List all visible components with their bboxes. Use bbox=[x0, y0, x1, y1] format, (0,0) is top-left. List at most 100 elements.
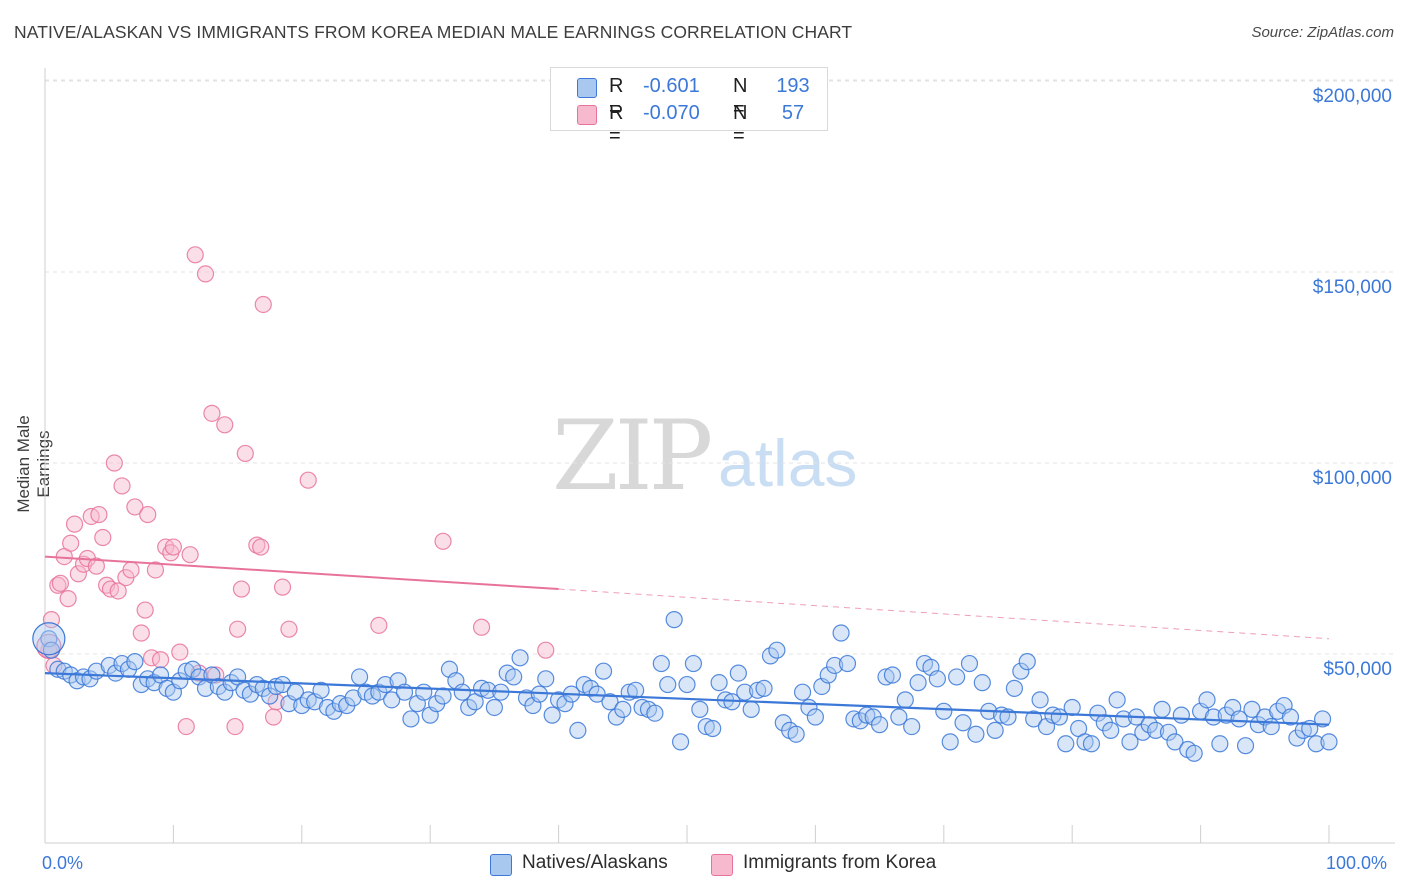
korea-point bbox=[105, 454, 123, 472]
natives-point bbox=[1121, 733, 1139, 751]
natives-point bbox=[1262, 717, 1280, 736]
natives-point bbox=[659, 675, 677, 694]
natives-point bbox=[793, 683, 812, 701]
natives-point bbox=[845, 710, 863, 728]
legend-n-value: 57 bbox=[781, 102, 805, 124]
natives-point bbox=[472, 679, 491, 697]
natives-point bbox=[1102, 721, 1120, 740]
natives-point bbox=[505, 668, 523, 686]
natives-point bbox=[1153, 700, 1171, 718]
y-tick-label: $100,000 bbox=[1312, 468, 1392, 489]
natives-point bbox=[967, 725, 985, 743]
natives-point bbox=[941, 733, 959, 751]
natives-point bbox=[697, 717, 715, 736]
natives-point bbox=[261, 687, 279, 705]
natives-point bbox=[601, 693, 619, 711]
natives-point bbox=[986, 721, 1004, 740]
natives-point bbox=[216, 683, 234, 701]
natives-point bbox=[742, 700, 760, 718]
natives-point bbox=[704, 719, 722, 738]
korea-point bbox=[203, 404, 221, 422]
natives-point bbox=[1159, 723, 1178, 741]
natives-point bbox=[646, 704, 664, 722]
bottom-legend-swatch-pink bbox=[711, 854, 733, 876]
axes bbox=[44, 68, 1395, 844]
korea-point bbox=[254, 295, 272, 314]
natives-point bbox=[973, 674, 991, 692]
natives-point bbox=[1172, 706, 1190, 724]
natives-point bbox=[556, 695, 574, 713]
korea-point bbox=[232, 580, 251, 598]
legend-n-label: N = bbox=[733, 102, 748, 147]
natives-point bbox=[293, 696, 311, 715]
korea-point bbox=[370, 616, 388, 634]
natives-point bbox=[787, 725, 805, 743]
x-tick-label-max: 100.0% bbox=[1326, 853, 1388, 873]
natives-point bbox=[485, 698, 503, 717]
natives-point bbox=[729, 664, 747, 682]
natives-point bbox=[806, 708, 825, 726]
natives-point-large bbox=[32, 622, 66, 656]
correlation-legend: R = -0.601 N = 193 R = -0.070 N = 57 bbox=[550, 67, 828, 147]
korea-point bbox=[90, 505, 108, 524]
korea-point bbox=[109, 582, 127, 600]
y-tick-label: $150,000 bbox=[1312, 277, 1392, 298]
natives-point bbox=[832, 624, 850, 642]
natives-point bbox=[415, 683, 433, 701]
natives-point bbox=[903, 717, 921, 736]
korea-point bbox=[164, 538, 182, 556]
trend-lines bbox=[44, 555, 1330, 726]
natives-point bbox=[1320, 733, 1338, 751]
watermark-zip: ZIP bbox=[552, 400, 713, 512]
natives-point bbox=[948, 668, 966, 686]
natives-point bbox=[1198, 691, 1216, 709]
natives-point bbox=[960, 654, 979, 673]
natives-point bbox=[755, 679, 773, 697]
korea-point bbox=[252, 538, 270, 556]
natives-point bbox=[582, 679, 600, 697]
korea-point bbox=[69, 565, 87, 583]
korea-point bbox=[181, 546, 199, 564]
korea-point bbox=[226, 717, 244, 736]
natives-point bbox=[671, 733, 690, 751]
natives-point bbox=[870, 716, 889, 734]
legend-r-value: -0.070 bbox=[643, 102, 700, 124]
korea-point bbox=[146, 561, 165, 579]
korea-point bbox=[229, 620, 247, 638]
bottom-legend-swatch-blue bbox=[490, 854, 512, 876]
natives-point bbox=[691, 700, 709, 718]
natives-point bbox=[222, 674, 240, 692]
natives-point bbox=[1294, 721, 1312, 740]
korea-point bbox=[139, 505, 157, 524]
korea-point bbox=[216, 416, 234, 434]
natives-point bbox=[1230, 710, 1248, 728]
natives-point bbox=[896, 691, 914, 709]
y-tick-label: $200,000 bbox=[1312, 86, 1392, 107]
legend-swatch-blue bbox=[577, 78, 597, 98]
legend-n-label: N = bbox=[733, 75, 748, 120]
korea-point bbox=[49, 576, 67, 594]
natives-point bbox=[826, 656, 844, 675]
natives-point bbox=[1313, 710, 1332, 728]
korea-trend-line bbox=[44, 555, 559, 591]
natives-point bbox=[883, 666, 902, 684]
natives-point bbox=[434, 687, 452, 705]
korea-point bbox=[273, 578, 292, 596]
natives-point bbox=[1236, 737, 1255, 755]
korea-point bbox=[51, 574, 70, 592]
natives-trend-line bbox=[44, 672, 1330, 726]
natives-points bbox=[32, 611, 1338, 762]
natives-point bbox=[1012, 662, 1030, 680]
natives-point bbox=[1076, 733, 1094, 751]
natives-point bbox=[569, 721, 587, 740]
natives-point bbox=[1166, 733, 1184, 751]
natives-point bbox=[273, 675, 292, 694]
natives-point bbox=[1044, 706, 1062, 724]
source-credit: Source: ZipAtlas.com bbox=[1251, 24, 1394, 41]
natives-point bbox=[299, 691, 317, 709]
natives-point bbox=[1063, 698, 1081, 717]
korea-point bbox=[122, 561, 140, 579]
korea-point bbox=[132, 624, 150, 642]
natives-point bbox=[1031, 691, 1049, 709]
